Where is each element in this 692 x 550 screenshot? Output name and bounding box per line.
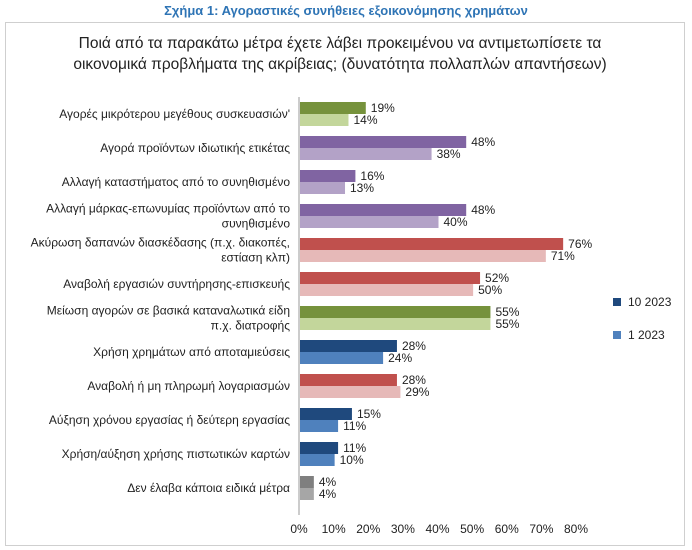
bar-series-2 (300, 182, 346, 194)
category-label-line: Αναβολή ή μη πληρωμή λογαριασμών (87, 379, 290, 393)
bar-series-1 (300, 306, 491, 318)
category-label: Αγορές μικρότερου μεγέθους συσκευασιών' (59, 107, 290, 121)
category-label-line: εστίαση κλπ) (221, 251, 290, 265)
category-label: Αύξηση χρόνου εργασίας ή δεύτερη εργασία… (49, 413, 290, 427)
data-label-series-1: 11% (343, 441, 366, 455)
category-label: Μείωση αγορών σε βασικά καταναλωτικά είδ… (47, 304, 290, 333)
data-label-series-2: 10% (340, 453, 364, 467)
data-label-series-2: 71% (551, 249, 575, 263)
category-label-line: Αναβολή εργασιών συντήρησης-επισκευής (63, 277, 290, 291)
x-tick-label: 10% (322, 522, 346, 536)
bar-series-1 (300, 442, 339, 454)
data-label-series-2: 24% (388, 351, 412, 365)
data-label-series-2: 4% (319, 487, 337, 501)
data-label-series-2: 50% (478, 283, 502, 297)
chart-title: Ποιά από τα παρακάτω μέτρα έχετε λάβει π… (15, 33, 665, 75)
category-label-line: Αγορά προϊόντων ιδιωτικής ετικέτας (100, 141, 290, 155)
category-label-line: Χρήση χρημάτων από αποταμιεύσεις (93, 345, 290, 359)
bar-series-1 (300, 272, 481, 284)
figure-title: Σχήμα 1: Αγοραστικές συνήθειες εξοικονόμ… (164, 3, 528, 18)
x-tick-label: 0% (290, 522, 308, 536)
chart-title-line-2: οικονομικά προβλήματα της ακρίβειας; (δυ… (73, 56, 607, 73)
category-label-line: Χρήση/αύξηση χρήσης πιστωτικών καρτών (62, 447, 290, 461)
data-label-series-2: 13% (350, 181, 374, 195)
chart-title-line-1: Ποιά από τα παρακάτω μέτρα έχετε λάβει π… (78, 35, 602, 52)
data-label-series-1: 76% (568, 237, 592, 251)
bar-series-1 (300, 136, 467, 148)
data-label-series-1: 28% (402, 373, 426, 387)
bar-series-1 (300, 204, 467, 216)
bar-series-1 (300, 374, 397, 386)
bar-series-1 (300, 238, 564, 250)
category-label: Αλλαγή καταστήματος από το συνηθισμένο (62, 175, 291, 189)
category-label-line: Αύξηση χρόνου εργασίας ή δεύτερη εργασία… (49, 413, 290, 427)
x-tick-label: 70% (529, 522, 553, 536)
category-label: Δεν έλαβα κάποια ειδικά μέτρα (127, 481, 290, 495)
category-label: Αναβολή εργασιών συντήρησης-επισκευής (63, 277, 290, 291)
x-tick-label: 60% (495, 522, 519, 536)
bar-series-1 (300, 340, 397, 352)
data-label-series-2: 29% (405, 385, 429, 399)
x-tick-label: 30% (391, 522, 415, 536)
bar-series-2 (300, 488, 314, 500)
bar-series-1 (300, 102, 366, 114)
data-label-series-2: 38% (437, 147, 461, 161)
bar-series-1 (300, 408, 352, 420)
category-label-line: Ακύρωση δαπανών διασκέδασης (π.χ. διακοπ… (31, 236, 290, 250)
data-label-series-2: 14% (353, 113, 377, 127)
data-label-series-1: 48% (471, 203, 495, 217)
bar-series-2 (300, 420, 339, 432)
bar-series-1 (300, 476, 314, 488)
data-label-series-1: 19% (371, 101, 395, 115)
data-label-series-1: 16% (360, 169, 384, 183)
data-label-series-2: 11% (343, 419, 366, 433)
legend-swatch-series-2 (613, 331, 621, 339)
legend-item-series-1: 10 2023 (613, 292, 671, 312)
bar-series-1 (300, 170, 356, 182)
legend-swatch-series-1 (613, 298, 621, 306)
category-label-line: Αλλαγή μάρκας-επωνυμίας προϊόντων από το (46, 202, 290, 216)
category-label: Χρήση χρημάτων από αποταμιεύσεις (93, 345, 290, 359)
bar-series-2 (300, 216, 439, 228)
x-tick-label: 80% (564, 522, 588, 536)
category-label: Αγορά προϊόντων ιδιωτικής ετικέτας (100, 141, 290, 155)
bar-series-2 (300, 250, 546, 262)
legend-item-series-2: 1 2023 (613, 325, 671, 345)
data-label-series-1: 4% (319, 475, 337, 489)
x-tick-label: 50% (460, 522, 484, 536)
bar-series-2 (300, 386, 401, 398)
category-label-line: Δεν έλαβα κάποια ειδικά μέτρα (127, 481, 290, 495)
category-label-line: Αλλαγή καταστήματος από το συνηθισμένο (62, 175, 291, 189)
data-label-series-1: 15% (357, 407, 381, 421)
category-label: Αλλαγή μάρκας-επωνυμίας προϊόντων από το… (46, 202, 290, 231)
category-label-line: π.χ. διατροφής (211, 319, 291, 333)
bar-series-2 (300, 318, 491, 330)
category-label-line: Αγορές μικρότερου μεγέθους συσκευασιών' (59, 107, 290, 121)
category-label-line: Μείωση αγορών σε βασικά καταναλωτικά είδ… (47, 304, 290, 318)
data-label-series-1: 55% (495, 305, 519, 319)
bar-series-2 (300, 148, 432, 160)
chart-frame (5, 22, 685, 546)
bar-series-2 (300, 284, 474, 296)
data-label-series-1: 52% (485, 271, 509, 285)
category-label: Χρήση/αύξηση χρήσης πιστωτικών καρτών (62, 447, 290, 461)
data-label-series-2: 40% (444, 215, 468, 229)
x-tick-label: 40% (425, 522, 449, 536)
data-label-series-2: 55% (495, 317, 519, 331)
category-label: Αναβολή ή μη πληρωμή λογαριασμών (87, 379, 290, 393)
category-label-line: συνηθισμένο (222, 217, 291, 231)
category-label: Ακύρωση δαπανών διασκέδασης (π.χ. διακοπ… (31, 236, 290, 265)
data-label-series-1: 48% (471, 135, 495, 149)
x-tick-label: 20% (356, 522, 380, 536)
bar-series-2 (300, 114, 349, 126)
bar-series-2 (300, 352, 384, 364)
data-label-series-1: 28% (402, 339, 426, 353)
legend-label-series-2: 1 2023 (628, 328, 665, 342)
legend: 10 2023 1 2023 (613, 292, 671, 358)
legend-label-series-1: 10 2023 (628, 295, 672, 309)
bar-series-2 (300, 454, 335, 466)
